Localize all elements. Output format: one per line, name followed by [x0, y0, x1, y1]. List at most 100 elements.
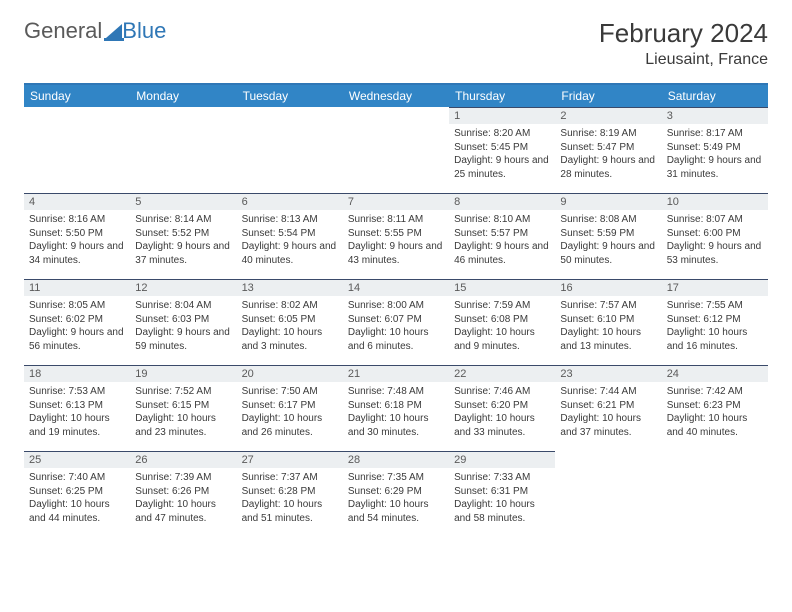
day-number: 22 [449, 365, 555, 382]
sunset-line: Sunset: 6:07 PM [348, 313, 444, 327]
day-number: 16 [555, 279, 661, 296]
day-number: 26 [130, 451, 236, 468]
sunset-line: Sunset: 5:50 PM [29, 227, 125, 241]
day-details: Sunrise: 8:08 AMSunset: 5:59 PMDaylight:… [555, 210, 661, 273]
day-number: 7 [343, 193, 449, 210]
daylight-line: Daylight: 10 hours and 51 minutes. [242, 498, 338, 525]
sunset-line: Sunset: 6:29 PM [348, 485, 444, 499]
day-details: Sunrise: 7:44 AMSunset: 6:21 PMDaylight:… [555, 382, 661, 445]
logo: General Blue [24, 18, 166, 44]
sunset-line: Sunset: 6:05 PM [242, 313, 338, 327]
title-block: February 2024 Lieusaint, France [599, 18, 768, 69]
daylight-line: Daylight: 9 hours and 56 minutes. [29, 326, 125, 353]
calendar-day-cell [343, 107, 449, 193]
sunset-line: Sunset: 6:12 PM [667, 313, 763, 327]
sunrise-line: Sunrise: 7:46 AM [454, 385, 550, 399]
calendar-day-cell [555, 451, 661, 537]
sunrise-line: Sunrise: 8:11 AM [348, 213, 444, 227]
sunrise-line: Sunrise: 7:59 AM [454, 299, 550, 313]
day-number: 4 [24, 193, 130, 210]
sunset-line: Sunset: 5:59 PM [560, 227, 656, 241]
daylight-line: Daylight: 10 hours and 6 minutes. [348, 326, 444, 353]
daylight-line: Daylight: 9 hours and 31 minutes. [667, 154, 763, 181]
sunset-line: Sunset: 5:54 PM [242, 227, 338, 241]
calendar-day-cell [237, 107, 343, 193]
calendar-day-cell: 22Sunrise: 7:46 AMSunset: 6:20 PMDayligh… [449, 365, 555, 451]
calendar-week-row: 11Sunrise: 8:05 AMSunset: 6:02 PMDayligh… [24, 279, 768, 365]
day-details: Sunrise: 8:04 AMSunset: 6:03 PMDaylight:… [130, 296, 236, 359]
sunrise-line: Sunrise: 7:39 AM [135, 471, 231, 485]
daylight-line: Daylight: 9 hours and 53 minutes. [667, 240, 763, 267]
day-number: 6 [237, 193, 343, 210]
sunset-line: Sunset: 6:10 PM [560, 313, 656, 327]
sunrise-line: Sunrise: 7:42 AM [667, 385, 763, 399]
sunrise-line: Sunrise: 7:53 AM [29, 385, 125, 399]
day-details: Sunrise: 8:05 AMSunset: 6:02 PMDaylight:… [24, 296, 130, 359]
sunset-line: Sunset: 6:20 PM [454, 399, 550, 413]
day-details: Sunrise: 7:53 AMSunset: 6:13 PMDaylight:… [24, 382, 130, 445]
weekday-header-row: Sunday Monday Tuesday Wednesday Thursday… [24, 84, 768, 107]
calendar-day-cell: 10Sunrise: 8:07 AMSunset: 6:00 PMDayligh… [662, 193, 768, 279]
day-number: 12 [130, 279, 236, 296]
calendar-day-cell: 8Sunrise: 8:10 AMSunset: 5:57 PMDaylight… [449, 193, 555, 279]
sunset-line: Sunset: 6:21 PM [560, 399, 656, 413]
calendar-day-cell [130, 107, 236, 193]
page-title: February 2024 [599, 18, 768, 49]
daylight-line: Daylight: 9 hours and 50 minutes. [560, 240, 656, 267]
sunset-line: Sunset: 5:52 PM [135, 227, 231, 241]
day-number: 24 [662, 365, 768, 382]
sunrise-line: Sunrise: 8:20 AM [454, 127, 550, 141]
sunset-line: Sunset: 5:47 PM [560, 141, 656, 155]
sunrise-line: Sunrise: 8:00 AM [348, 299, 444, 313]
weekday-header: Friday [555, 84, 661, 107]
sunset-line: Sunset: 6:03 PM [135, 313, 231, 327]
sunrise-line: Sunrise: 8:05 AM [29, 299, 125, 313]
day-details: Sunrise: 7:57 AMSunset: 6:10 PMDaylight:… [555, 296, 661, 359]
sunrise-line: Sunrise: 8:13 AM [242, 213, 338, 227]
sunrise-line: Sunrise: 8:02 AM [242, 299, 338, 313]
daylight-line: Daylight: 10 hours and 37 minutes. [560, 412, 656, 439]
calendar-day-cell: 3Sunrise: 8:17 AMSunset: 5:49 PMDaylight… [662, 107, 768, 193]
calendar-day-cell: 24Sunrise: 7:42 AMSunset: 6:23 PMDayligh… [662, 365, 768, 451]
day-details: Sunrise: 7:33 AMSunset: 6:31 PMDaylight:… [449, 468, 555, 531]
calendar-week-row: 4Sunrise: 8:16 AMSunset: 5:50 PMDaylight… [24, 193, 768, 279]
day-number: 29 [449, 451, 555, 468]
daylight-line: Daylight: 9 hours and 43 minutes. [348, 240, 444, 267]
weekday-header: Sunday [24, 84, 130, 107]
daylight-line: Daylight: 9 hours and 40 minutes. [242, 240, 338, 267]
daylight-line: Daylight: 9 hours and 37 minutes. [135, 240, 231, 267]
day-details: Sunrise: 8:16 AMSunset: 5:50 PMDaylight:… [24, 210, 130, 273]
calendar-week-row: 1Sunrise: 8:20 AMSunset: 5:45 PMDaylight… [24, 107, 768, 193]
day-number: 28 [343, 451, 449, 468]
daylight-line: Daylight: 9 hours and 25 minutes. [454, 154, 550, 181]
daylight-line: Daylight: 10 hours and 40 minutes. [667, 412, 763, 439]
daylight-line: Daylight: 9 hours and 28 minutes. [560, 154, 656, 181]
sunset-line: Sunset: 6:08 PM [454, 313, 550, 327]
sunset-line: Sunset: 5:55 PM [348, 227, 444, 241]
day-details: Sunrise: 7:46 AMSunset: 6:20 PMDaylight:… [449, 382, 555, 445]
day-number: 9 [555, 193, 661, 210]
calendar-day-cell: 26Sunrise: 7:39 AMSunset: 6:26 PMDayligh… [130, 451, 236, 537]
calendar-day-cell: 23Sunrise: 7:44 AMSunset: 6:21 PMDayligh… [555, 365, 661, 451]
daylight-line: Daylight: 10 hours and 26 minutes. [242, 412, 338, 439]
sunrise-line: Sunrise: 7:37 AM [242, 471, 338, 485]
sunrise-line: Sunrise: 7:44 AM [560, 385, 656, 399]
day-number: 18 [24, 365, 130, 382]
sunset-line: Sunset: 6:15 PM [135, 399, 231, 413]
calendar-day-cell: 7 Sunrise: 8:11 AMSunset: 5:55 PMDaylight… [343, 193, 449, 279]
calendar-day-cell: 27Sunrise: 7:37 AMSunset: 6:28 PMDayligh… [237, 451, 343, 537]
logo-triangle-icon [104, 20, 124, 42]
calendar-table: Sunday Monday Tuesday Wednesday Thursday… [24, 83, 768, 537]
calendar-day-cell: 29Sunrise: 7:33 AMSunset: 6:31 PMDayligh… [449, 451, 555, 537]
day-number: 13 [237, 279, 343, 296]
daylight-line: Daylight: 10 hours and 3 minutes. [242, 326, 338, 353]
day-number: 19 [130, 365, 236, 382]
sunset-line: Sunset: 6:26 PM [135, 485, 231, 499]
calendar-day-cell: 21Sunrise: 7:48 AMSunset: 6:18 PMDayligh… [343, 365, 449, 451]
day-details: Sunrise: 7:50 AMSunset: 6:17 PMDaylight:… [237, 382, 343, 445]
sunrise-line: Sunrise: 7:48 AM [348, 385, 444, 399]
calendar-day-cell: 19Sunrise: 7:52 AMSunset: 6:15 PMDayligh… [130, 365, 236, 451]
sunrise-line: Sunrise: 8:07 AM [667, 213, 763, 227]
daylight-line: Daylight: 10 hours and 23 minutes. [135, 412, 231, 439]
day-number: 1 [449, 107, 555, 124]
